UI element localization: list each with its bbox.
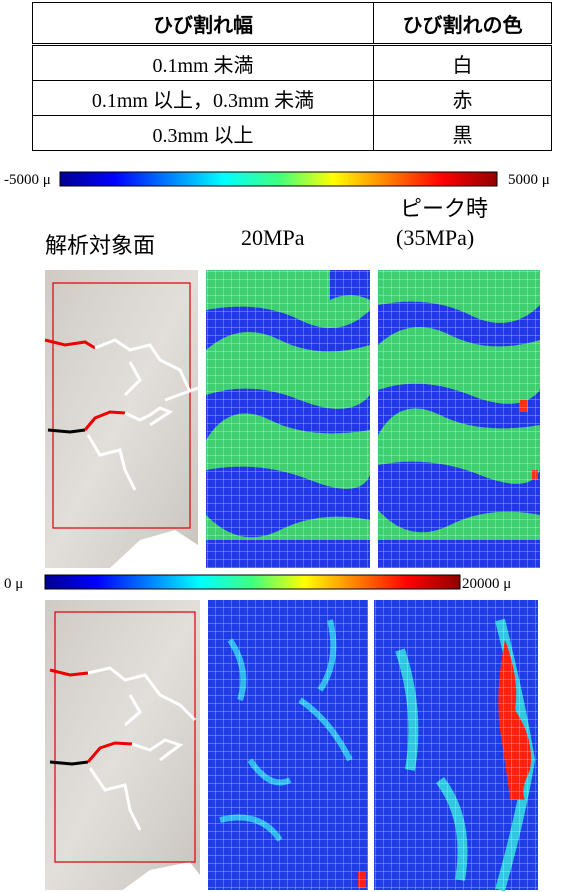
colorbar-max: 20000 μ [462,576,511,592]
column-header: 解析対象面 [45,233,155,258]
strain-map [208,600,368,890]
colorbar-max: 5000 μ [508,172,550,188]
strain-map [378,270,540,568]
strain-map [374,600,538,890]
photo [45,270,198,568]
photo [45,600,200,892]
colorbar [45,575,460,589]
strain-map [206,270,370,568]
column-header: ピーク時 [400,196,488,221]
column-header: 20MPa [241,225,305,250]
column-header: (35MPa) [396,225,474,250]
colorbar [60,172,497,186]
figure: -5000 μ 5000 μ 解析対象面 20MPa ピーク時 (35MPa) … [0,0,582,892]
colorbar-min: 0 μ [4,576,23,592]
colorbar-min: -5000 μ [4,172,51,188]
page: ひび割れ幅 ひび割れの色 0.1mm 未満白 0.1mm 以上，0.3mm 未満… [0,0,582,892]
